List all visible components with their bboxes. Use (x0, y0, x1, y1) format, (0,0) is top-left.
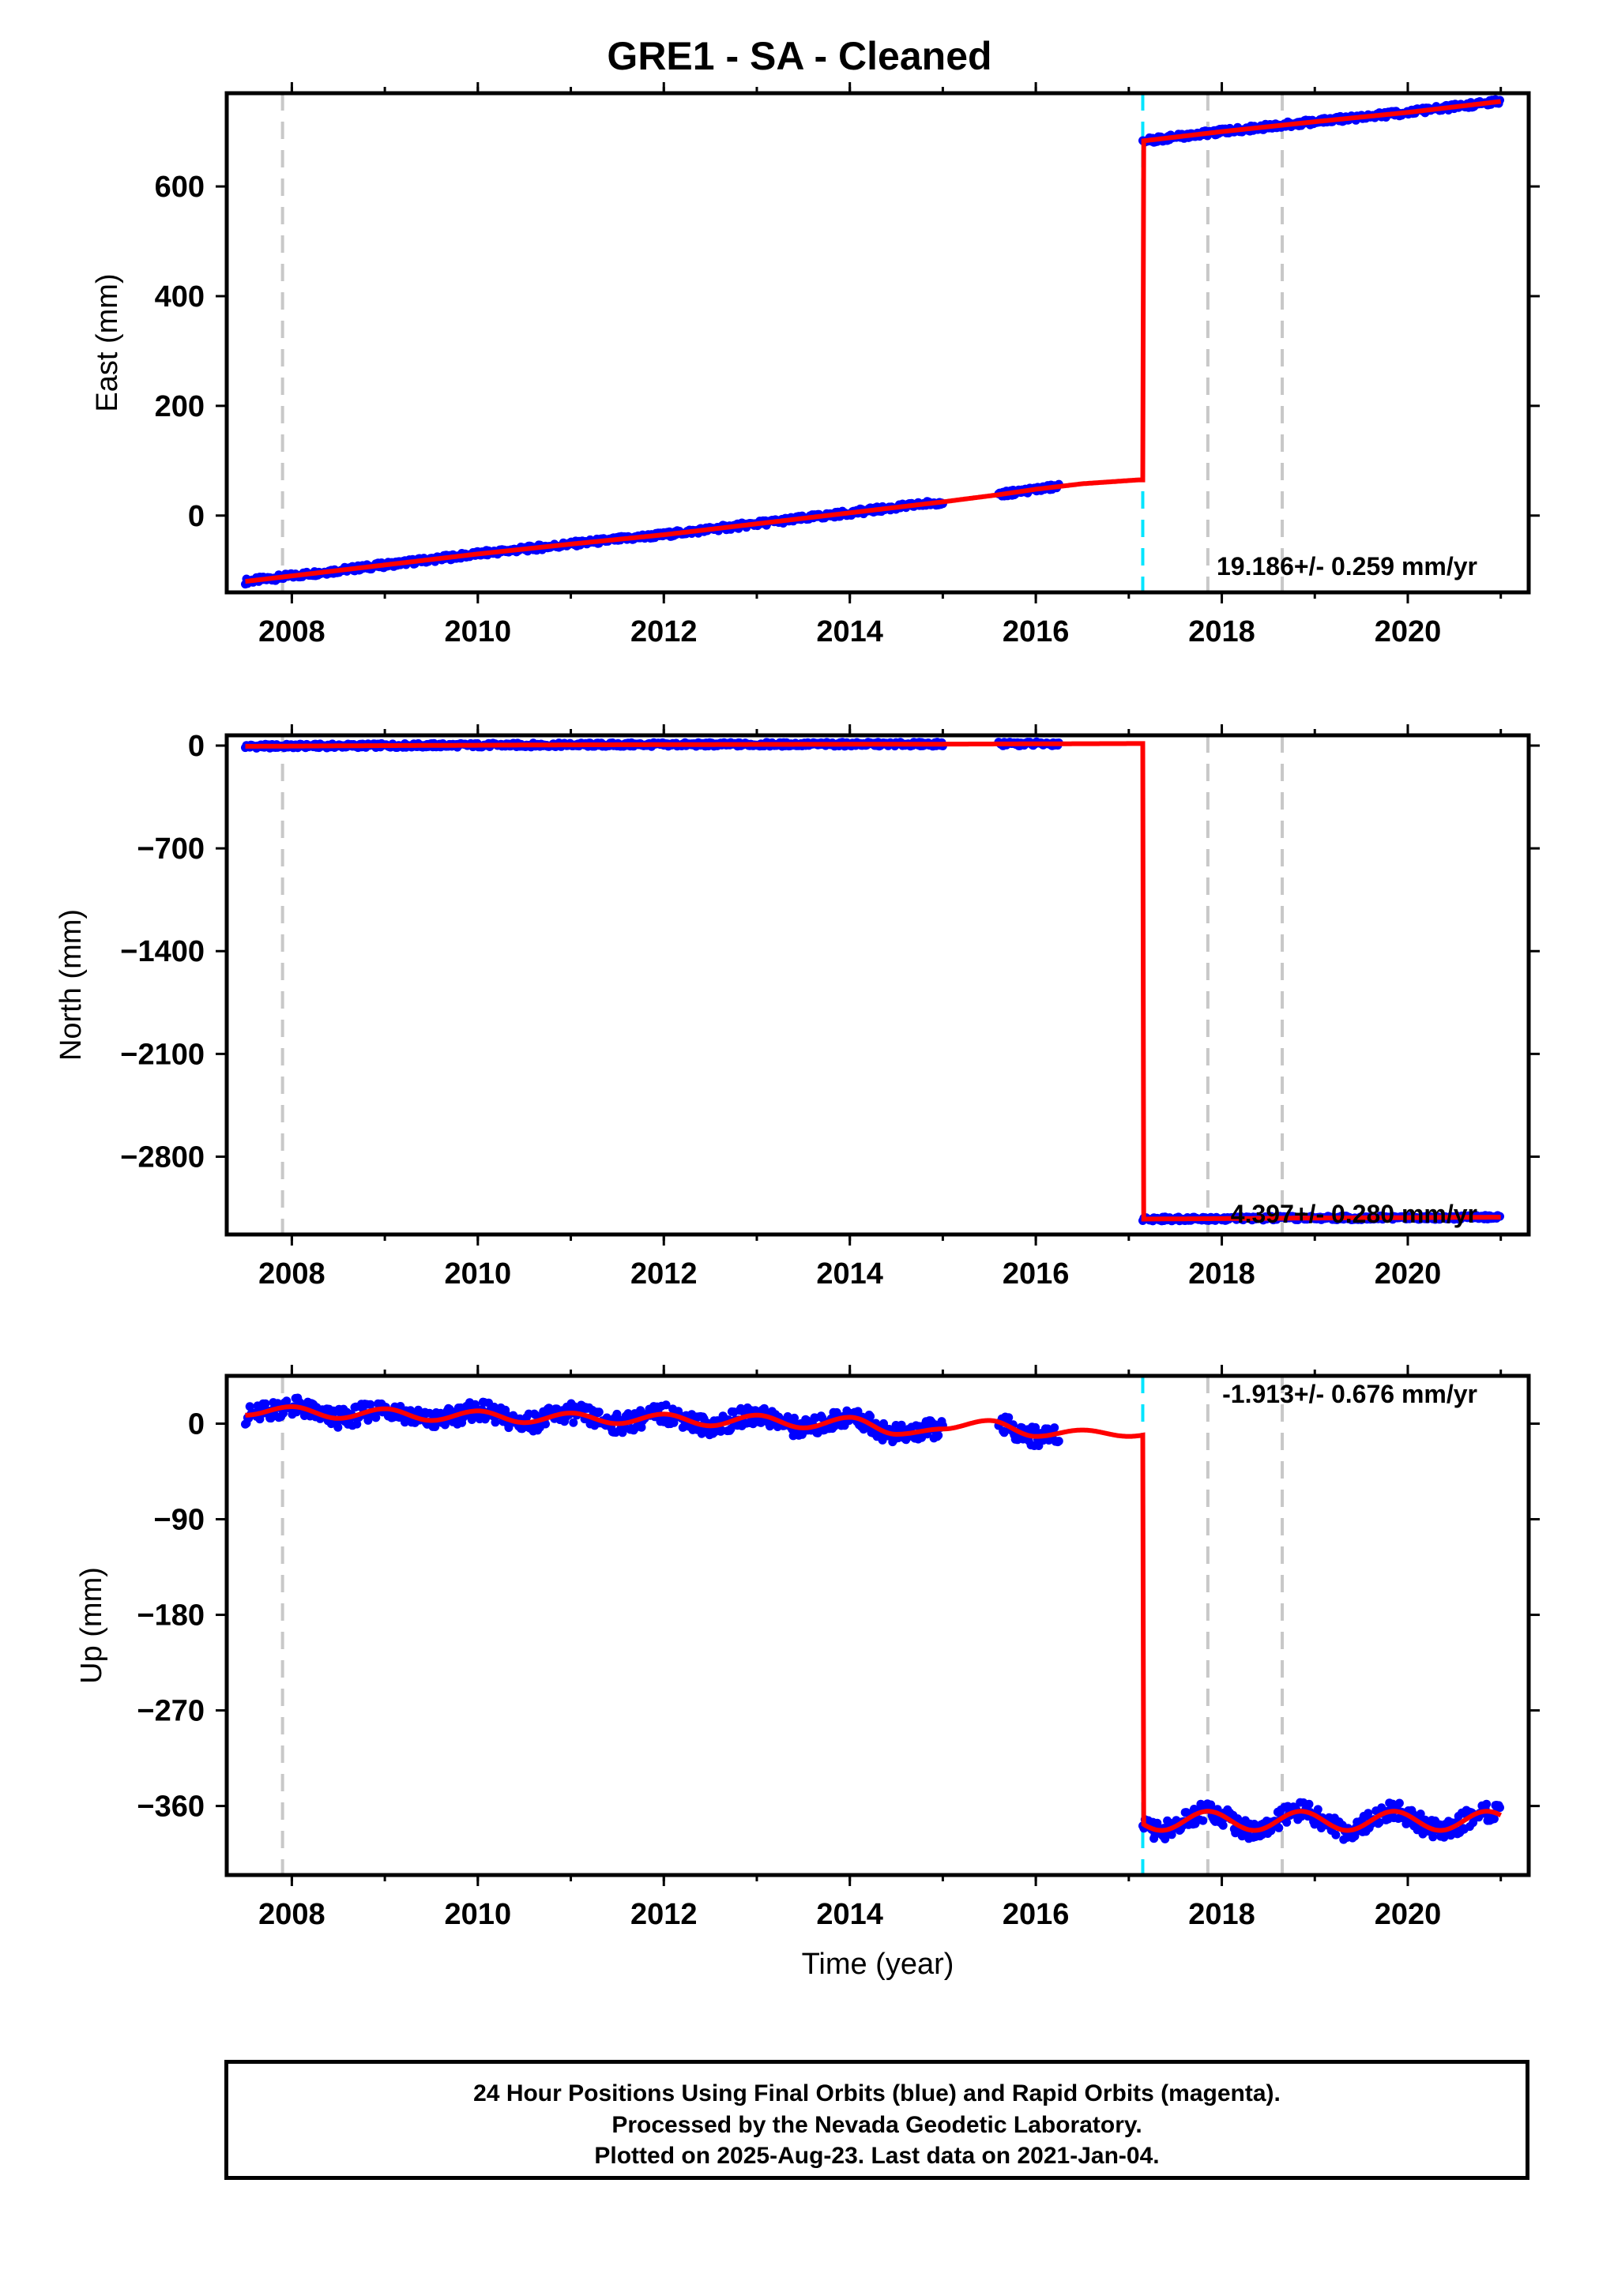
x-tick-label: 2012 (630, 615, 698, 648)
data-point (491, 1418, 500, 1427)
x-tick-label: 2020 (1375, 1257, 1442, 1291)
y-tick-label: −2100 (120, 1038, 205, 1071)
data-point (1304, 1799, 1314, 1809)
data-point (1364, 1809, 1373, 1818)
data-point (1331, 1830, 1341, 1839)
x-tick-label: 2010 (445, 1257, 512, 1291)
data-point (1469, 1818, 1478, 1828)
y-tick-label: −360 (137, 1791, 205, 1824)
x-tick-label: 2008 (258, 1898, 325, 1931)
data-point (1233, 1814, 1243, 1824)
x-tick-label: 2016 (1003, 615, 1070, 648)
x-tick-label: 2020 (1375, 615, 1442, 648)
data-point (261, 1399, 270, 1408)
y-tick-label: 0 (188, 500, 205, 533)
x-tick-label: 2008 (258, 615, 325, 648)
data-point (1161, 1834, 1170, 1843)
data-point (1274, 1823, 1284, 1832)
model-line (245, 741, 1501, 1222)
y-axis-label: East (mm) (91, 273, 124, 411)
x-tick-label: 2010 (445, 1898, 512, 1931)
data-point (1313, 1805, 1322, 1814)
x-tick-label: 2014 (816, 1898, 883, 1931)
data-point (637, 1422, 646, 1432)
y-tick-label: −90 (154, 1504, 205, 1537)
rate-label: 19.186+/- 0.259 mm/yr (1217, 552, 1477, 581)
plot-frame (224, 91, 1531, 595)
data-point (661, 1400, 671, 1410)
rate-label: -1.913+/- 0.676 mm/yr (1222, 1380, 1477, 1408)
data-point (282, 1396, 292, 1406)
y-tick-label: 600 (155, 171, 205, 204)
data-point (1198, 1816, 1208, 1825)
data-point (1489, 1814, 1499, 1824)
x-tick-label: 2018 (1188, 615, 1255, 648)
data-point (1482, 1799, 1492, 1809)
data-point (569, 1418, 578, 1427)
footer-line-2: Processed by the Nevada Geodetic Laborat… (611, 2111, 1142, 2138)
footer-box: 24 Hour Positions Using Final Orbits (bl… (224, 2060, 1529, 2180)
x-tick-label: 2010 (445, 615, 512, 648)
x-tick-label: 2008 (258, 1257, 325, 1291)
data-point (1218, 1821, 1228, 1830)
x-tick-label: 2020 (1375, 1898, 1442, 1931)
data-point (255, 1415, 265, 1424)
panel-north: 2008 2010 2012 2014 2016 2018 2020 0 −700 −1400 −2… (55, 724, 1540, 1291)
rate-label: 4.397+/- 0.280 mm/yr (1231, 1200, 1477, 1228)
footer-line-1: 24 Hour Positions Using Final Orbits (bl… (473, 2080, 1281, 2106)
footer-line-3: Plotted on 2025-Aug-23. Last data on 202… (594, 2143, 1160, 2170)
x-tick-label: 2012 (630, 1898, 698, 1931)
x-tick-label: 2016 (1003, 1898, 1070, 1931)
data-point (333, 1422, 343, 1432)
x-tick-label: 2014 (816, 615, 883, 648)
data-point (1428, 1832, 1438, 1842)
y-tick-label: 200 (155, 390, 205, 423)
plot-frame (224, 733, 1531, 1237)
x-tick-label: 2012 (630, 1257, 698, 1291)
x-tick-label: 2018 (1188, 1257, 1255, 1291)
y-tick-label: −180 (137, 1599, 205, 1633)
model-line (245, 1404, 1503, 1833)
y-tick-label: 400 (155, 280, 205, 314)
plot-frame (224, 1373, 1531, 1877)
x-tick-label: 2016 (1003, 1257, 1070, 1291)
y-tick-label: −1400 (120, 935, 205, 968)
data-point (531, 1411, 540, 1419)
data-point (1375, 1818, 1384, 1827)
y-tick-label: 0 (188, 1408, 205, 1441)
data-point (1350, 1832, 1360, 1841)
data-point (1394, 1798, 1404, 1808)
y-tick-label: −700 (137, 832, 205, 866)
y-axis-label: North (mm) (55, 909, 88, 1061)
chart-title: GRE1 - SA - Cleaned (607, 34, 992, 78)
y-tick-label: −2800 (120, 1140, 205, 1174)
data-point (1206, 1800, 1216, 1809)
panel-east: 2008 2010 2012 2014 2016 2018 2020 0 200 400 600 Ea… (91, 82, 1540, 648)
data-point (245, 1402, 254, 1411)
x-tick-label: 2018 (1188, 1898, 1255, 1931)
y-tick-label: −270 (137, 1695, 205, 1728)
y-axis-label: Up (mm) (75, 1567, 108, 1684)
data-point (541, 1419, 550, 1429)
data-point (1050, 1423, 1059, 1433)
data-point (1282, 1817, 1292, 1827)
panel-up: 2008 2010 2012 2014 2016 2018 2020 0 −90 −180 −270… (75, 1365, 1540, 1981)
data-point (366, 1400, 375, 1409)
data-point (1004, 1413, 1014, 1422)
model-line (245, 99, 1502, 584)
data-point (934, 1430, 943, 1440)
y-tick-label: 0 (188, 730, 205, 763)
x-axis-label: Time (year) (802, 1948, 954, 1981)
x-tick-label: 2014 (816, 1257, 883, 1291)
data-point (1054, 1437, 1063, 1446)
data-point (594, 1407, 604, 1417)
data-point (866, 1411, 875, 1421)
data-point (1496, 1803, 1504, 1813)
